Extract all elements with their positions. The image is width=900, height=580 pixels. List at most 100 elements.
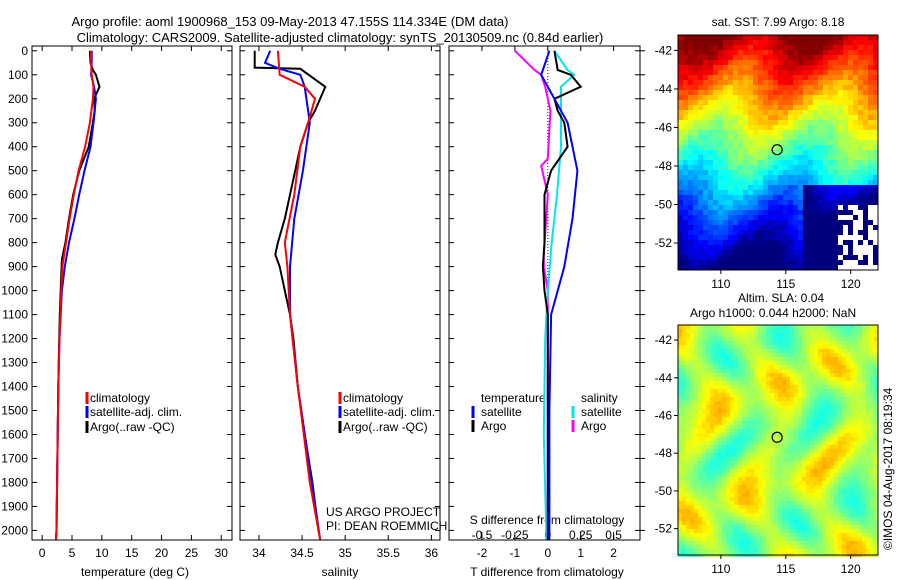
map-cell <box>813 105 818 110</box>
map-cell <box>786 465 790 469</box>
map-cell <box>768 125 773 130</box>
map-cell <box>678 65 683 70</box>
map-cell <box>850 477 854 481</box>
map-cell <box>798 381 802 385</box>
map-cell <box>786 409 790 413</box>
map-cell <box>710 521 714 525</box>
map-cell <box>726 333 730 337</box>
map-cell <box>778 329 782 333</box>
map-cell <box>763 140 768 145</box>
map-cell <box>838 245 843 250</box>
map-cell <box>862 461 866 465</box>
map-cell <box>688 210 693 215</box>
map-cell <box>850 501 854 505</box>
map-cell <box>828 185 833 190</box>
map-cell <box>806 329 810 333</box>
map-cell <box>710 489 714 493</box>
map-cell <box>703 135 708 140</box>
map-cell <box>863 225 868 230</box>
map-cell <box>873 215 878 220</box>
map-cell <box>803 235 808 240</box>
map-cell <box>818 417 822 421</box>
map-cell <box>848 245 853 250</box>
map-cell <box>814 349 818 353</box>
map-cell <box>766 389 770 393</box>
map-cell <box>746 361 750 365</box>
map-cell <box>763 145 768 150</box>
map-cell <box>766 501 770 505</box>
map-cell <box>830 437 834 441</box>
map-cell <box>788 90 793 95</box>
map-cell <box>758 481 762 485</box>
map-cell <box>698 533 702 537</box>
map-cell <box>710 365 714 369</box>
map-cell <box>773 125 778 130</box>
map-cell <box>683 85 688 90</box>
map-cell <box>810 377 814 381</box>
map-cell <box>846 513 850 517</box>
map-cell <box>798 65 803 70</box>
map-cell <box>710 549 714 553</box>
map-cell <box>762 521 766 525</box>
map-cell <box>693 95 698 100</box>
map-cell <box>858 477 862 481</box>
map-cell <box>808 35 813 40</box>
map-cell <box>783 170 788 175</box>
map-cell <box>733 40 738 45</box>
map-cell <box>686 417 690 421</box>
map-cell <box>754 497 758 501</box>
map-cell <box>798 349 802 353</box>
map-cell <box>834 353 838 357</box>
map-cell <box>728 75 733 80</box>
map-cell <box>813 60 818 65</box>
lat-tick-label: -46 <box>655 120 673 134</box>
map-cell <box>874 457 878 461</box>
map-cell <box>828 110 833 115</box>
map-cell <box>873 125 878 130</box>
map-cell <box>790 469 794 473</box>
map-cell <box>714 433 718 437</box>
map-cell <box>806 437 810 441</box>
map-cell <box>753 115 758 120</box>
map-cell <box>678 110 683 115</box>
map-cell <box>838 453 842 457</box>
map-cell <box>763 190 768 195</box>
map-cell <box>870 345 874 349</box>
map-cell <box>738 200 743 205</box>
map-cell <box>793 95 798 100</box>
map-cell <box>730 389 734 393</box>
map-cell <box>854 453 858 457</box>
map-cell <box>738 230 743 235</box>
map-cell <box>802 469 806 473</box>
map-cell <box>794 449 798 453</box>
map-cell <box>862 509 866 513</box>
map-cell <box>794 481 798 485</box>
map-cell <box>713 195 718 200</box>
map-cell <box>773 210 778 215</box>
map-cell <box>826 497 830 501</box>
map-cell <box>766 397 770 401</box>
map-cell <box>803 75 808 80</box>
map-cell <box>750 473 754 477</box>
map-cell <box>846 373 850 377</box>
map-cell <box>728 235 733 240</box>
map-cell <box>843 265 848 270</box>
map-cell <box>703 45 708 50</box>
map-cell <box>828 45 833 50</box>
map-cell <box>710 393 714 397</box>
map-cell <box>838 433 842 437</box>
map-cell <box>806 521 810 525</box>
map-cell <box>714 349 718 353</box>
map-cell <box>798 165 803 170</box>
map-cell <box>706 325 710 329</box>
map-cell <box>863 105 868 110</box>
map-cell <box>834 473 838 477</box>
map-cell <box>738 170 743 175</box>
map-cell <box>783 250 788 255</box>
map-cell <box>768 45 773 50</box>
map-cell <box>868 165 873 170</box>
map-cell <box>788 260 793 265</box>
map-cell <box>753 95 758 100</box>
map-cell <box>786 489 790 493</box>
map-cell <box>710 541 714 545</box>
